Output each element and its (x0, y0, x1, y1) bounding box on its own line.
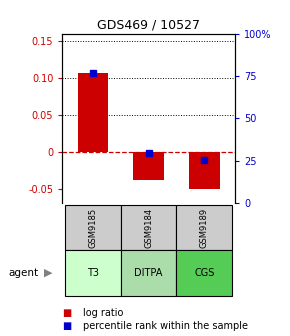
Bar (133, 152, 164, 180)
Text: T3: T3 (87, 268, 99, 278)
Bar (65, 205, 121, 250)
Bar (176, 205, 232, 250)
Text: GSM9184: GSM9184 (144, 208, 153, 248)
Bar (176, 250, 232, 296)
Bar (189, 152, 220, 188)
Text: DITPA: DITPA (135, 268, 163, 278)
Bar (65, 250, 121, 296)
Text: GSM9185: GSM9185 (88, 208, 97, 248)
Text: log ratio: log ratio (83, 308, 123, 318)
Title: GDS469 / 10527: GDS469 / 10527 (97, 18, 200, 31)
Text: ■: ■ (62, 308, 72, 318)
Text: percentile rank within the sample: percentile rank within the sample (83, 321, 248, 331)
Text: CGS: CGS (194, 268, 215, 278)
Bar (121, 205, 176, 250)
Text: ▶: ▶ (44, 268, 52, 278)
Text: agent: agent (9, 268, 39, 278)
Text: GSM9189: GSM9189 (200, 208, 209, 248)
Bar (78, 73, 108, 152)
Bar (121, 250, 176, 296)
Text: ■: ■ (62, 321, 72, 331)
